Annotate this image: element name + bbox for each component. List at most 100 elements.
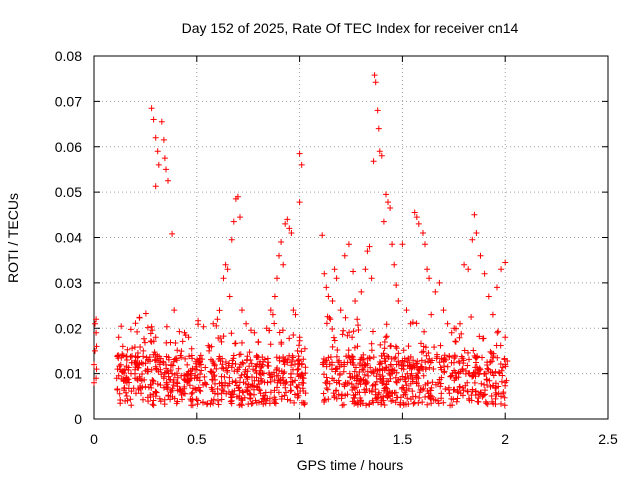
data-point <box>182 332 189 339</box>
data-point <box>383 321 390 328</box>
data-point <box>489 311 496 318</box>
data-point <box>116 390 123 397</box>
data-point <box>150 397 157 404</box>
data-point <box>286 225 293 232</box>
data-point <box>296 361 303 368</box>
data-point <box>415 382 422 389</box>
data-point <box>410 400 417 407</box>
data-point <box>475 395 482 402</box>
data-point <box>196 359 203 366</box>
data-point <box>478 389 485 396</box>
data-point <box>261 396 268 403</box>
data-point <box>123 363 130 370</box>
data-point <box>279 327 286 334</box>
data-point <box>192 372 199 379</box>
data-point <box>210 396 217 403</box>
data-point <box>451 377 458 384</box>
data-point <box>435 379 441 386</box>
data-point <box>170 379 177 386</box>
data-point <box>329 359 335 366</box>
data-point <box>140 396 146 403</box>
data-point <box>276 329 283 336</box>
data-point <box>341 361 348 368</box>
data-point <box>420 372 427 379</box>
x-tick-label: 1 <box>296 431 304 447</box>
data-point <box>355 327 362 333</box>
data-point <box>454 388 461 394</box>
data-point <box>448 359 455 366</box>
data-point <box>291 399 298 406</box>
data-point <box>373 373 380 380</box>
data-point <box>403 307 410 314</box>
data-point <box>294 384 301 391</box>
data-point <box>256 387 263 394</box>
data-point <box>383 381 390 388</box>
data-point <box>174 347 181 354</box>
data-point <box>343 353 350 360</box>
data-point <box>287 397 294 404</box>
data-point <box>251 377 258 384</box>
data-point <box>148 105 155 112</box>
data-point <box>182 355 189 362</box>
data-point <box>485 293 492 300</box>
data-point <box>375 391 382 398</box>
data-point <box>446 354 453 360</box>
data-point <box>369 382 376 389</box>
x-tick-label: 2 <box>501 431 509 447</box>
data-point <box>489 369 496 376</box>
data-point <box>357 362 363 368</box>
data-point <box>380 218 387 225</box>
data-point <box>271 377 278 384</box>
data-point <box>415 220 422 227</box>
data-point <box>188 345 195 352</box>
data-point <box>410 357 417 364</box>
data-point <box>240 360 247 367</box>
data-point <box>409 388 416 395</box>
data-point <box>344 332 351 339</box>
data-point <box>260 358 267 365</box>
data-point <box>232 340 239 347</box>
data-point <box>462 382 469 389</box>
data-point <box>243 357 250 364</box>
data-point <box>157 382 164 388</box>
data-point <box>178 354 185 361</box>
data-point <box>413 320 420 327</box>
data-point <box>269 311 276 318</box>
data-point <box>271 320 278 327</box>
data-point <box>114 353 121 360</box>
data-point <box>155 368 162 375</box>
data-point <box>163 369 169 376</box>
data-point <box>465 370 472 377</box>
data-point <box>391 389 398 396</box>
data-point <box>115 334 122 341</box>
data-point <box>423 352 430 359</box>
data-point <box>157 398 164 405</box>
data-point <box>134 354 141 361</box>
data-point <box>148 384 155 391</box>
data-point <box>147 338 154 345</box>
data-point <box>349 353 355 360</box>
data-point <box>251 386 257 393</box>
data-point <box>174 383 181 390</box>
data-point <box>501 402 508 409</box>
data-point <box>214 316 221 323</box>
data-point <box>117 361 124 368</box>
data-point <box>214 391 221 398</box>
data-point <box>189 396 196 403</box>
data-point <box>141 376 148 383</box>
data-point <box>345 347 352 354</box>
data-point <box>498 266 505 273</box>
data-point <box>469 372 476 378</box>
data-point <box>376 359 383 365</box>
data-point <box>496 369 503 376</box>
data-point <box>368 347 375 354</box>
data-point <box>488 358 495 365</box>
data-point <box>455 389 462 396</box>
data-point <box>197 352 204 359</box>
data-point <box>409 376 416 383</box>
data-point <box>243 373 250 380</box>
data-point <box>468 314 475 320</box>
data-point <box>415 375 422 382</box>
data-point <box>138 359 145 366</box>
y-tick-label: 0.08 <box>55 48 82 64</box>
